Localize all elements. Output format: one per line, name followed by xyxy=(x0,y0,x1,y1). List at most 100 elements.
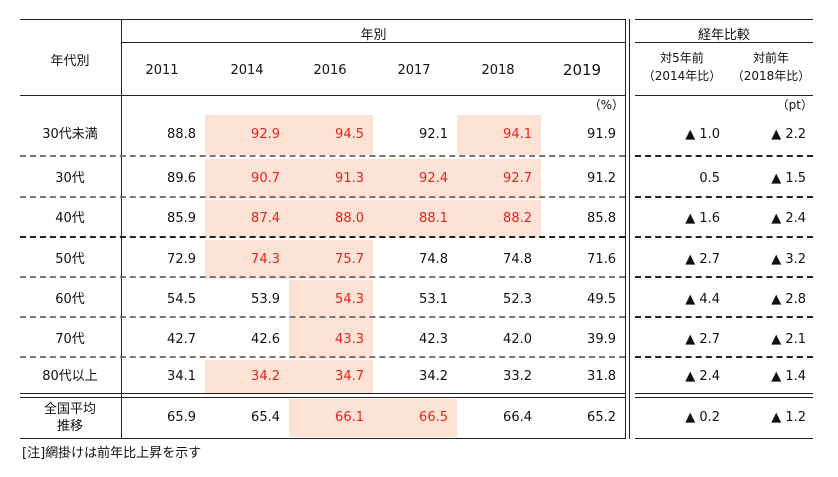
comparison-group-header: 経年比較 xyxy=(697,28,750,43)
year-group-underline xyxy=(122,42,625,43)
value-cell: 85.9 xyxy=(167,211,196,226)
value-cell: 33.2 xyxy=(503,369,532,384)
top-border-comparison xyxy=(635,19,813,20)
value-cell: 66.4 xyxy=(503,410,532,425)
value-cell: 88.2 xyxy=(503,211,532,226)
unit-pt: （pt） xyxy=(776,98,813,112)
comparison-5yr-cell: ▲ 0.2 xyxy=(685,410,720,425)
highlight-cell xyxy=(457,200,541,238)
row-separator-comparison xyxy=(635,196,813,198)
value-cell: 34.2 xyxy=(251,369,280,384)
value-cell: 65.4 xyxy=(251,410,280,425)
comparison-prev-sublabel: （2018年比） xyxy=(731,69,811,83)
unit-percent: （%） xyxy=(588,98,624,112)
table-bottom-border xyxy=(20,438,625,439)
highlight-cell xyxy=(205,240,289,279)
comparison-5yr-cell: ▲ 4.4 xyxy=(685,292,720,307)
highlight-cell xyxy=(205,159,289,199)
value-cell: 72.9 xyxy=(167,251,196,267)
highlight-cell xyxy=(289,280,373,320)
age-group-header: 年代別 xyxy=(50,54,90,69)
row-separator-comparison xyxy=(635,236,813,238)
highlight-cell xyxy=(457,159,541,199)
highlight-cell xyxy=(373,159,457,199)
highlight-cell xyxy=(205,360,289,394)
average-row-top-border-comparison xyxy=(635,393,813,394)
comparison-prev-cell: ▲ 2.8 xyxy=(771,292,806,307)
footnote: [注]網掛けは前年比上昇を示す xyxy=(22,446,202,461)
comparison-divider-right xyxy=(629,19,630,439)
top-border xyxy=(20,19,625,20)
year-header-2011: 2011 xyxy=(145,63,179,78)
comparison-5yr-cell: 0.5 xyxy=(699,171,720,186)
comparison-5yr-cell: ▲ 1.0 xyxy=(685,127,720,142)
header-bottom-border-comparison xyxy=(635,95,813,96)
comparison-5yr-cell: ▲ 2.4 xyxy=(685,369,720,384)
value-cell: 85.8 xyxy=(587,211,616,226)
value-cell: 87.4 xyxy=(251,211,280,226)
value-cell: 34.7 xyxy=(335,369,364,384)
value-cell: 39.9 xyxy=(587,331,616,347)
comparison-5yr-cell: ▲ 2.7 xyxy=(685,251,720,267)
highlight-cell xyxy=(289,200,373,238)
value-cell: 92.1 xyxy=(419,127,448,142)
comparison-group-underline xyxy=(635,42,813,43)
average-row-top-border-2 xyxy=(20,397,625,398)
value-cell: 66.1 xyxy=(335,410,364,425)
value-cell: 88.0 xyxy=(335,211,364,226)
year-group-header: 年別 xyxy=(360,28,387,43)
row-separator xyxy=(20,356,625,358)
value-cell: 94.5 xyxy=(335,127,364,142)
value-cell: 88.8 xyxy=(167,127,196,142)
value-cell: 65.2 xyxy=(587,410,616,425)
comparison-5yr-sublabel: （2014年比） xyxy=(642,69,722,83)
highlight-cell xyxy=(457,115,541,155)
highlight-cell xyxy=(373,200,457,238)
row-separator-comparison xyxy=(635,276,813,278)
row-label: 50代 xyxy=(55,251,85,267)
average-row-top-border-comparison-2 xyxy=(635,397,813,398)
value-cell: 92.7 xyxy=(503,171,532,186)
row-label: 60代 xyxy=(55,292,85,307)
row-label: 40代 xyxy=(55,211,85,226)
value-cell: 91.2 xyxy=(587,171,616,186)
row-separator-comparison xyxy=(635,316,813,318)
year-header-2016: 2016 xyxy=(313,63,347,78)
comparison-5yr-cell: ▲ 1.6 xyxy=(685,211,720,226)
value-cell: 88.1 xyxy=(419,211,448,226)
row-separator xyxy=(20,316,625,318)
value-cell: 92.9 xyxy=(251,127,280,142)
year-header-2014: 2014 xyxy=(230,63,264,78)
row-separator-comparison xyxy=(635,356,813,358)
value-cell: 49.5 xyxy=(587,292,616,307)
value-cell: 54.3 xyxy=(335,292,364,307)
comparison-prev-cell: ▲ 2.1 xyxy=(771,331,806,347)
value-cell: 91.9 xyxy=(587,127,616,142)
year-header-2018: 2018 xyxy=(481,63,515,78)
highlight-cell xyxy=(289,115,373,155)
value-cell: 31.8 xyxy=(587,369,616,384)
value-cell: 65.9 xyxy=(167,410,196,425)
value-cell: 92.4 xyxy=(419,171,448,186)
value-cell: 91.3 xyxy=(335,171,364,186)
comparison-prev-label: 対前年 xyxy=(752,51,789,65)
average-row-label-line2: 推移 xyxy=(56,419,83,434)
value-cell: 89.6 xyxy=(167,171,196,186)
comparison-prev-cell: ▲ 2.4 xyxy=(771,211,806,226)
highlight-cell xyxy=(289,320,373,359)
row-separator xyxy=(20,196,625,198)
value-cell: 42.6 xyxy=(251,331,280,347)
value-cell: 52.3 xyxy=(503,292,532,307)
comparison-prev-cell: ▲ 2.2 xyxy=(771,127,806,142)
row-separator xyxy=(20,236,625,238)
average-row-label-line1: 全国平均 xyxy=(43,402,96,417)
row-label: 30代 xyxy=(55,171,85,186)
year-header-2017: 2017 xyxy=(397,63,431,78)
value-cell: 74.8 xyxy=(503,251,532,267)
value-cell: 43.3 xyxy=(335,331,364,347)
comparison-prev-cell: ▲ 1.4 xyxy=(771,369,806,384)
value-cell: 34.1 xyxy=(167,369,196,384)
row-separator xyxy=(20,155,625,157)
value-cell: 42.3 xyxy=(419,331,448,347)
highlight-cell xyxy=(289,360,373,394)
